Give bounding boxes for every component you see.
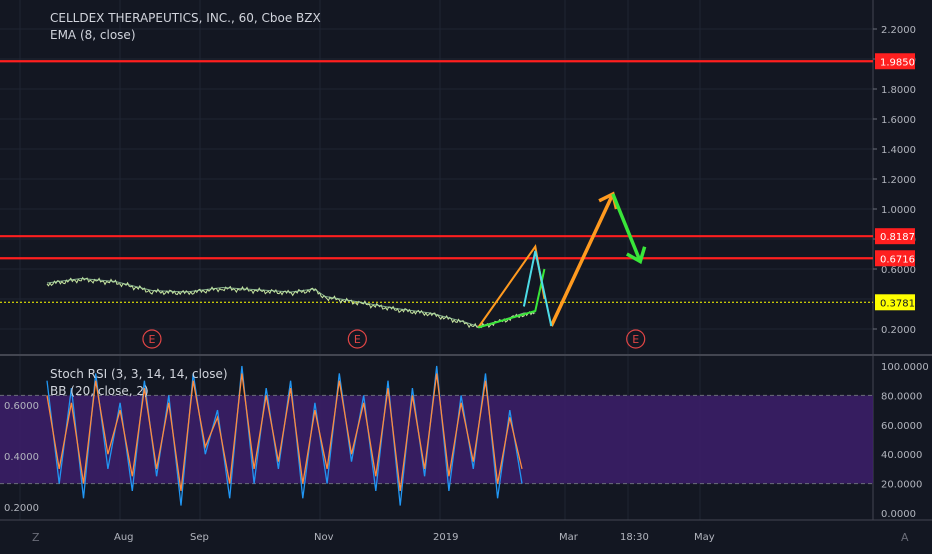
- osc-right-tick-label: 40.0000: [881, 450, 922, 461]
- osc-right-tick-label: 0.0000: [881, 509, 916, 520]
- x-tick-label: May: [694, 532, 715, 543]
- y-tick-label: 2.2000: [881, 25, 916, 36]
- earnings-marker: [347, 329, 367, 349]
- y-tick-label: 1.0000: [881, 205, 916, 216]
- y-tick-label: 1.6000: [881, 115, 916, 126]
- auto-scale-icon[interactable]: A: [901, 531, 909, 544]
- osc-right-tick-label: 60.0000: [881, 421, 922, 432]
- ema-label: EMA (8, close): [50, 28, 136, 42]
- level-badge-label: 0.8187: [880, 232, 915, 243]
- current-price-label: 0.3781: [880, 298, 915, 309]
- osc-right-tick-label: 80.0000: [881, 391, 922, 402]
- earnings-marker-label: E: [632, 333, 639, 346]
- arrow-head: [625, 246, 647, 265]
- osc-right-tick-label: 20.0000: [881, 480, 922, 491]
- y-tick-label: 0.2000: [881, 325, 916, 336]
- y-tick-label: 1.2000: [881, 175, 916, 186]
- x-tick-label: Nov: [314, 532, 334, 543]
- earnings-marker-label: E: [354, 333, 361, 346]
- stoch-rsi-label: Stoch RSI (3, 3, 14, 14, close): [50, 367, 228, 381]
- x-tick-label: Aug: [114, 532, 134, 543]
- level-badge-label: 0.6716: [880, 254, 915, 265]
- y-tick-label: 1.8000: [881, 85, 916, 96]
- level-badge: [875, 250, 915, 267]
- osc-right-tick-label: 100.0000: [881, 362, 929, 373]
- trend-arrow: [611, 193, 642, 263]
- earnings-marker-label: E: [148, 333, 155, 346]
- earnings-marker: [626, 329, 646, 349]
- y-tick-label: 1.4000: [881, 145, 916, 156]
- level-badge: [875, 53, 915, 70]
- x-tick-label: Mar: [559, 532, 579, 543]
- oscillator-band: [0, 395, 873, 484]
- bollinger-bands-label: BB (20, close, 2): [50, 384, 149, 398]
- stoch-series-line: [46, 373, 523, 491]
- level-badge: [875, 228, 915, 245]
- current-price-badge: [875, 294, 915, 311]
- zoom-icon[interactable]: Z: [32, 531, 40, 544]
- symbol-title: CELLDEX THERAPEUTICS, INC., 60, Cboe BZX: [50, 11, 321, 25]
- price-series-line: [46, 276, 535, 329]
- osc-left-tick-label: 0.4000: [4, 452, 39, 463]
- x-tick-label: 18:30: [620, 532, 649, 543]
- y-tick-label: 0.6000: [881, 265, 916, 276]
- x-tick-label: 2019: [433, 532, 458, 543]
- trend-arrow: [549, 193, 615, 327]
- osc-left-tick-label: 0.2000: [4, 503, 39, 514]
- harmonic-pattern: [477, 268, 546, 329]
- harmonic-pattern: [522, 250, 553, 327]
- earnings-marker: [142, 329, 162, 349]
- osc-left-tick-label: 0.6000: [4, 401, 39, 412]
- x-tick-label: Sep: [190, 532, 209, 543]
- level-badge-label: 1.9850: [880, 57, 915, 68]
